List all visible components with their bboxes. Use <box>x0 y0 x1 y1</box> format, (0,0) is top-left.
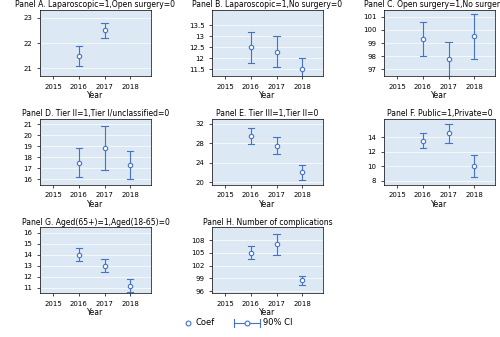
Point <box>246 45 254 50</box>
Point <box>444 56 452 62</box>
X-axis label: Year: Year <box>88 200 104 209</box>
Title: Panel F. Public=1,Private=0: Panel F. Public=1,Private=0 <box>386 109 492 118</box>
X-axis label: Year: Year <box>260 91 276 100</box>
Point <box>242 320 250 326</box>
Point <box>126 162 134 167</box>
Point <box>272 143 280 148</box>
Point <box>418 36 426 42</box>
Point <box>470 34 478 39</box>
Title: Panel E. Tier III=1,Tier II=0: Panel E. Tier III=1,Tier II=0 <box>216 109 318 118</box>
X-axis label: Year: Year <box>88 308 104 317</box>
Point <box>298 278 306 283</box>
Point <box>126 283 134 288</box>
Title: Panel G. Aged(65+)=1,Aged(18-65)=0: Panel G. Aged(65+)=1,Aged(18-65)=0 <box>22 218 170 226</box>
Point <box>100 28 108 33</box>
Point <box>470 163 478 169</box>
Point <box>298 170 306 175</box>
X-axis label: Year: Year <box>88 91 104 100</box>
X-axis label: Year: Year <box>432 91 448 100</box>
Point <box>298 67 306 72</box>
Point <box>74 160 82 165</box>
Point <box>100 146 108 151</box>
Title: Panel A. Laparoscopic=1,Open surgery=0: Panel A. Laparoscopic=1,Open surgery=0 <box>16 0 175 9</box>
Point <box>100 263 108 269</box>
X-axis label: Year: Year <box>432 200 448 209</box>
Point <box>272 242 280 247</box>
Point <box>246 133 254 139</box>
Title: Panel C. Open surgery=1,No surgery=0: Panel C. Open surgery=1,No surgery=0 <box>364 0 500 9</box>
Text: Coef: Coef <box>196 318 215 327</box>
Text: 90% CI: 90% CI <box>264 318 293 327</box>
Point <box>246 250 254 255</box>
X-axis label: Year: Year <box>260 200 276 209</box>
Title: Panel D. Tier II=1,Tier I/unclassified=0: Panel D. Tier II=1,Tier I/unclassified=0 <box>22 109 169 118</box>
Point <box>74 53 82 58</box>
X-axis label: Year: Year <box>260 308 276 317</box>
Point <box>126 83 134 89</box>
Point <box>444 131 452 136</box>
Title: Panel H. Number of complications: Panel H. Number of complications <box>202 218 332 226</box>
Point <box>74 252 82 257</box>
Point <box>272 49 280 55</box>
Point <box>184 320 192 326</box>
Title: Panel B. Laparoscopic=1,No surgery=0: Panel B. Laparoscopic=1,No surgery=0 <box>192 0 342 9</box>
Point <box>418 138 426 143</box>
